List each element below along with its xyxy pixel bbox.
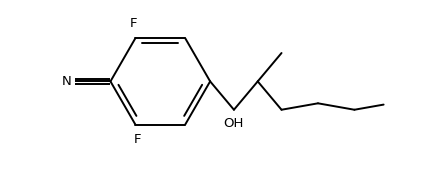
- Text: F: F: [134, 133, 142, 146]
- Text: OH: OH: [224, 117, 244, 130]
- Text: F: F: [129, 17, 137, 30]
- Text: N: N: [61, 75, 71, 88]
